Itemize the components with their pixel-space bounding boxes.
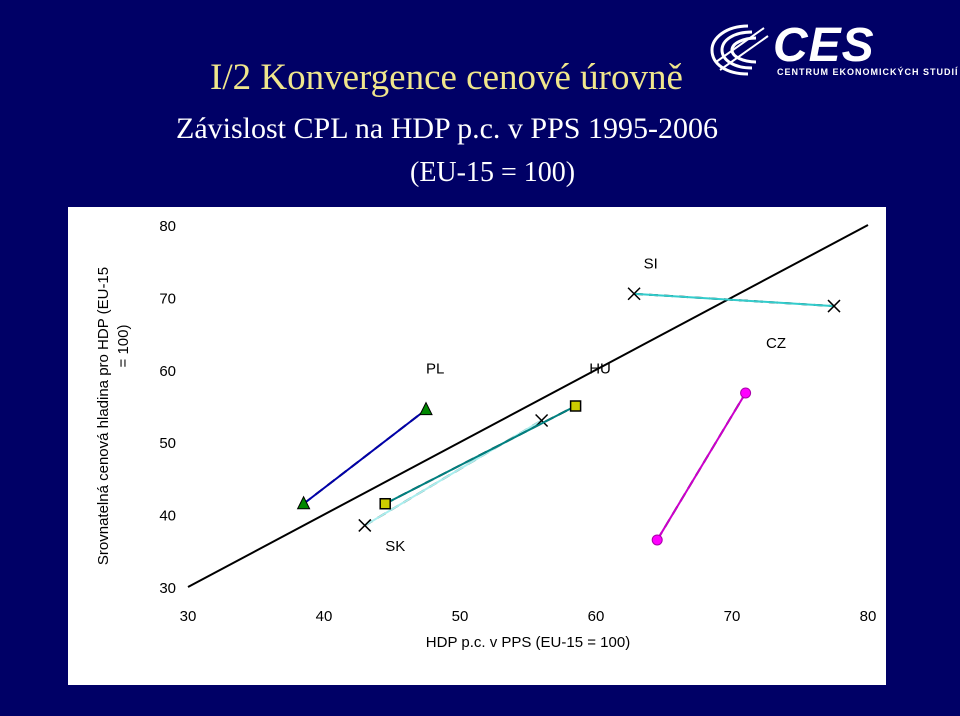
x-tick-label: 30	[180, 608, 197, 625]
series-line-si	[634, 292, 835, 308]
series-line-pl	[302, 408, 427, 505]
data-point-sk	[358, 518, 372, 532]
series-label-pl: PL	[426, 360, 444, 377]
y-axis-label: = 100)	[115, 325, 132, 368]
x-tick-label: 40	[316, 608, 333, 625]
y-axis-label: Srovnatelná cenová hladina pro HDP (EU-1…	[95, 267, 112, 565]
series-line-hu	[384, 405, 577, 505]
data-point-pl	[419, 401, 433, 416]
series-label-sk: SK	[385, 538, 405, 555]
data-point-pl	[296, 495, 311, 510]
data-point-si	[627, 287, 641, 301]
series-label-hu: HU	[589, 360, 611, 377]
scatter-chart: 30 40 50 60 70 80 30 40 50 60 70 80 HDP p.c. v PPS (…	[95, 218, 877, 651]
reference-line	[187, 224, 869, 588]
y-tick-label: 70	[159, 290, 176, 307]
slide-title: I/2 Konvergence cenové úrovně	[210, 57, 683, 98]
ces-logo-icon	[710, 24, 769, 76]
y-tick-label: 80	[159, 218, 176, 235]
x-tick-label: 50	[452, 608, 469, 625]
logo-subtext: CENTRUM EKONOMICKÝCH STUDIÍ	[777, 67, 959, 77]
slide-subtitle-units: (EU-15 = 100)	[410, 157, 576, 188]
x-tick-label: 70	[724, 608, 741, 625]
x-axis-label: HDP p.c. v PPS (EU-15 = 100)	[426, 634, 630, 651]
y-tick-label: 50	[159, 435, 176, 452]
data-point-hu	[569, 400, 582, 412]
y-tick-label: 60	[159, 363, 176, 380]
logo-wordmark: CES	[773, 19, 875, 72]
chart-area: 30 40 50 60 70 80 30 40 50 60 70 80 HDP p.c. v PPS (…	[68, 207, 886, 685]
data-point-si	[827, 299, 841, 313]
slide-subtitle: Závislost CPL na HDP p.c. v PPS 1995-200…	[176, 112, 718, 145]
x-tick-label: 80	[860, 608, 877, 625]
y-tick-label: 40	[159, 508, 176, 525]
series-label-si: SI	[644, 255, 658, 272]
data-point-hu	[379, 497, 391, 510]
series-label-cz: CZ	[766, 335, 786, 352]
x-tick-label: 60	[588, 608, 605, 625]
data-point-cz	[651, 534, 663, 546]
y-tick-label: 30	[159, 580, 176, 597]
series-line-cz	[656, 392, 747, 541]
data-point-cz	[740, 387, 752, 399]
